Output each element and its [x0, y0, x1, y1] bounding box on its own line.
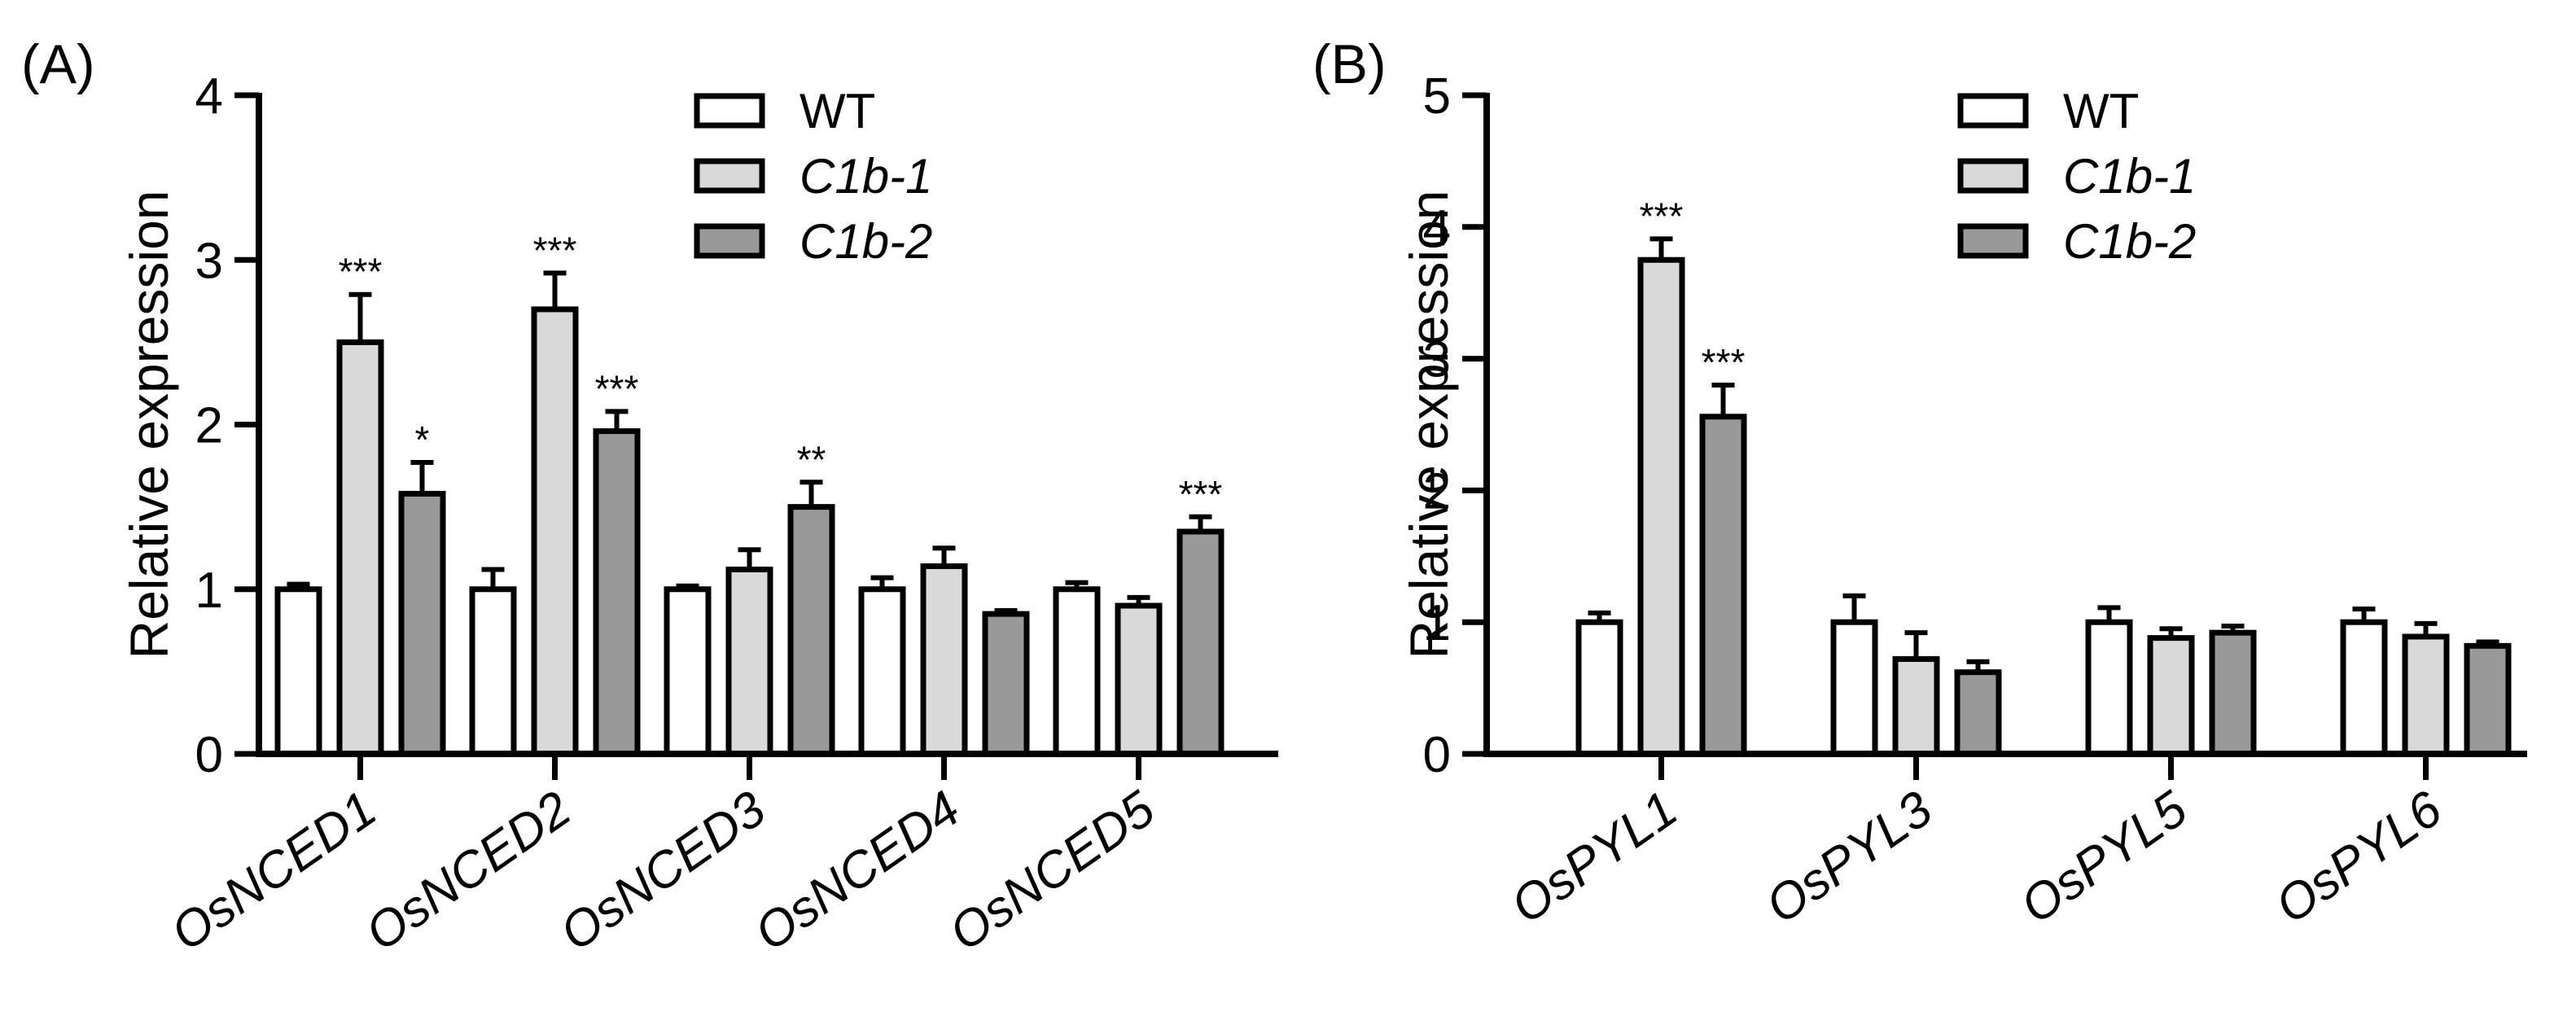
legend-swatch-b-1	[1957, 158, 2029, 194]
y-tick-label-a-1: 1	[195, 563, 223, 619]
significance-a-0-2: *	[415, 418, 430, 461]
bar-a-4-2	[1176, 528, 1224, 757]
bar-b-2-0	[2085, 619, 2133, 757]
y-tick-label-b-3: 3	[1423, 332, 1451, 388]
x-tick-label-a-4: OsNCED5	[940, 781, 1165, 962]
significance-a-4-2: ***	[1179, 473, 1223, 515]
bar-b-0-1	[1637, 256, 1685, 757]
bar-b-1-1	[1892, 656, 1940, 757]
y-tick-label-a-0: 0	[195, 727, 223, 783]
bar-a-0-0	[274, 586, 322, 757]
y-tick-label-b-4: 4	[1423, 200, 1451, 256]
x-tick-label-a-2: OsNCED3	[550, 781, 776, 962]
x-tick-label-a-3: OsNCED4	[745, 781, 970, 962]
bar-b-3-2	[2464, 642, 2512, 757]
bar-b-1-2	[1954, 669, 2002, 757]
chart-b: 0 1 2 3 4 5 Relative expression *** *** OsPYL1 OsP…	[1399, 68, 2527, 935]
y-axis-title-a: Relative expression	[119, 191, 179, 659]
x-tick-label-a-0: OsNCED1	[161, 781, 387, 962]
bar-a-3-0	[858, 586, 906, 757]
bar-b-2-1	[2147, 635, 2195, 757]
bar-a-4-0	[1053, 586, 1101, 757]
x-tick-label-b-1: OsPYL3	[1756, 781, 1943, 935]
bar-a-4-1	[1115, 602, 1163, 757]
significance-b-0-2: ***	[1702, 341, 1746, 383]
legend-swatch-a-1	[694, 158, 765, 194]
bar-a-2-0	[664, 586, 712, 757]
bar-b-1-0	[1830, 619, 1878, 757]
x-tick-label-b-0: OsPYL1	[1501, 781, 1688, 935]
x-tick-label-a-1: OsNCED2	[356, 781, 581, 962]
legend-swatch-a-2	[694, 223, 765, 259]
y-tick-label-a-3: 3	[195, 233, 223, 289]
legend-label-b-1: C1b-1	[2063, 149, 2196, 204]
bar-a-3-2	[982, 611, 1030, 757]
legend-label-a-1: C1b-1	[800, 149, 932, 204]
y-tick-label-b-5: 5	[1423, 68, 1451, 125]
bar-a-1-2	[593, 428, 641, 757]
bar-a-0-1	[336, 339, 384, 757]
bar-a-2-1	[725, 566, 773, 757]
panel-b-label: (B)	[1312, 33, 1387, 95]
bar-a-3-1	[920, 563, 968, 757]
panel-a-label: (A)	[21, 33, 95, 95]
significance-a-2-2: **	[797, 438, 826, 480]
legend-swatch-b-2	[1957, 223, 2029, 259]
y-tick-label-b-2: 2	[1423, 463, 1451, 519]
bar-b-3-1	[2402, 633, 2450, 757]
bar-b-2-2	[2209, 629, 2257, 757]
significance-a-1-2: ***	[595, 367, 639, 410]
legend-swatch-b-0	[1957, 93, 2029, 129]
y-axis-title-b: Relative expression	[1399, 191, 1459, 659]
legend-label-a-0: WT	[800, 84, 875, 138]
significance-b-0-1: ***	[1640, 195, 1684, 237]
x-tick-label-b-2: OsPYL5	[2011, 781, 2197, 935]
legend-swatch-a-0	[694, 93, 765, 129]
significance-a-1-1: ***	[533, 229, 577, 271]
significance-a-0-1: ***	[339, 251, 383, 293]
panel-b: (B) 0 1 2 3 4 5 Relative expression *** *** OsPYL…	[1312, 33, 2527, 935]
bar-a-1-1	[531, 306, 579, 757]
legend-label-b-2: C1b-2	[2063, 214, 2196, 269]
bar-b-0-0	[1575, 619, 1623, 757]
y-tick-label-b-0: 0	[1423, 727, 1451, 783]
y-tick-label-b-1: 1	[1423, 595, 1451, 651]
y-tick-label-a-4: 4	[195, 68, 223, 125]
bar-b-0-2	[1699, 414, 1747, 757]
bar-a-1-0	[469, 586, 517, 757]
y-tick-label-a-2: 2	[195, 398, 223, 454]
x-tick-label-b-3: OsPYL6	[2266, 781, 2452, 935]
bar-b-3-0	[2340, 619, 2388, 757]
legend-label-a-2: C1b-2	[800, 214, 932, 269]
bar-a-0-2	[398, 490, 446, 757]
bar-a-2-2	[787, 504, 835, 757]
legend-label-b-0: WT	[2063, 84, 2139, 138]
